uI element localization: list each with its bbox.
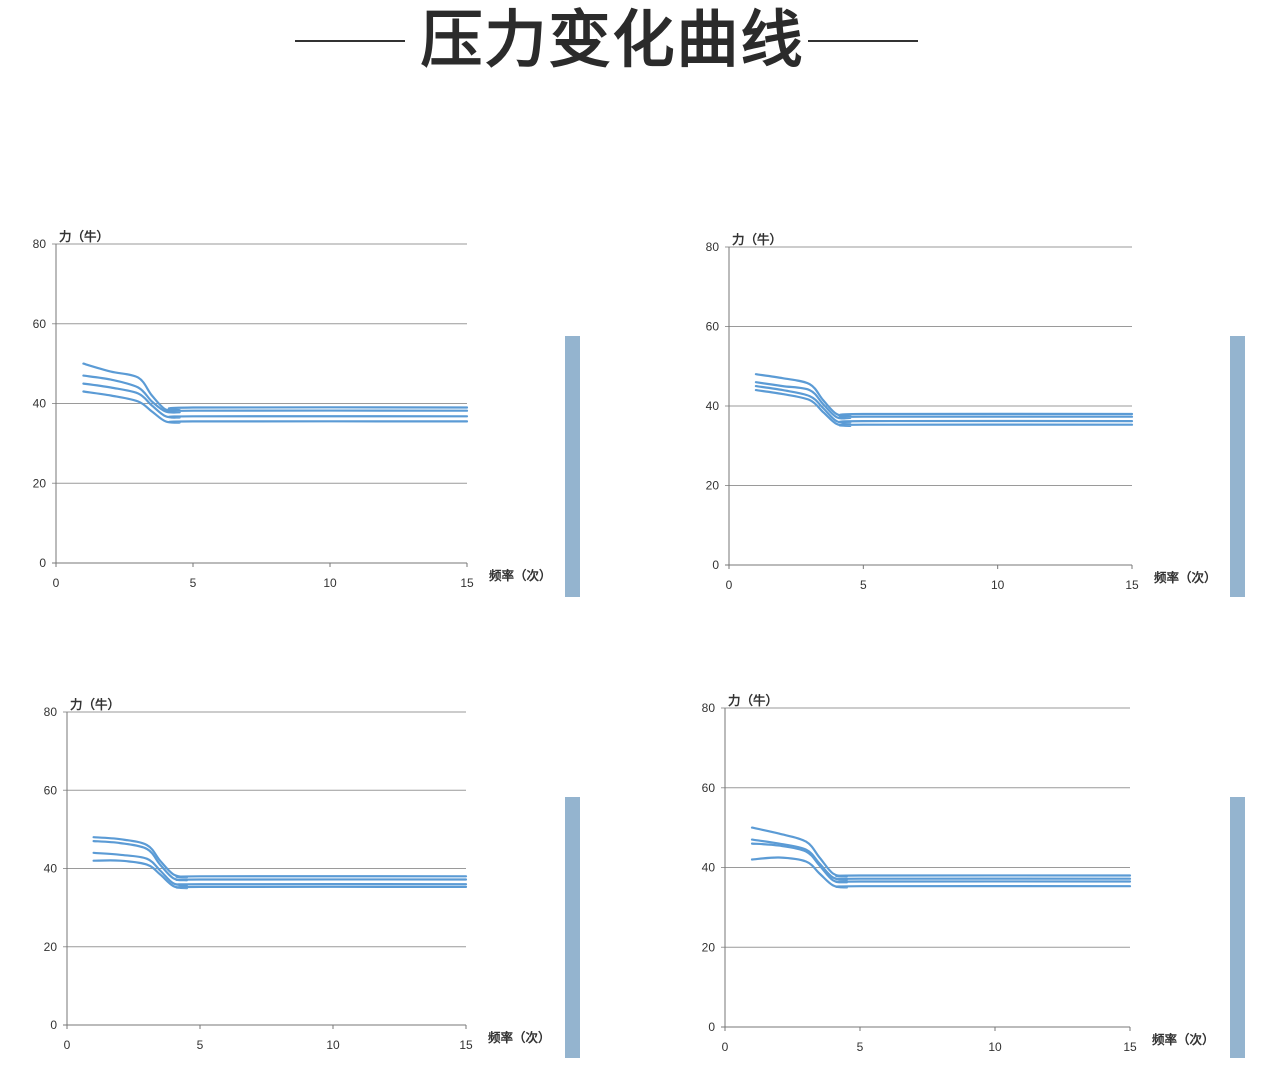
chart-4: 0 20 40 60 80 0 5 10 15 力（牛） 频率（次） — [702, 693, 1215, 1054]
y-tick-label: 0 — [39, 556, 46, 570]
side-bar-2 — [1230, 336, 1245, 597]
x-tick-label: 10 — [988, 1040, 1002, 1054]
x-tick-label: 0 — [64, 1038, 71, 1052]
y-tick-label: 80 — [44, 705, 58, 719]
x-axis-label: 频率（次） — [489, 568, 552, 583]
series-line-2 — [82, 374, 469, 414]
x-tick-label: 0 — [53, 576, 60, 590]
series-line-4 — [92, 859, 468, 890]
x-axis-label: 频率（次） — [488, 1030, 551, 1045]
y-tick-label: 40 — [706, 399, 720, 413]
y-tick-label: 40 — [44, 862, 58, 876]
chart-1: 0 20 40 60 80 0 5 10 15 力（牛） 频率（次） — [33, 229, 552, 590]
series-line-1 — [750, 826, 1132, 878]
chart-panel-3: 0 20 40 60 80 0 5 10 15 力（牛） 频率（次） — [0, 680, 600, 1070]
series-line-3 — [754, 385, 1134, 424]
x-tick-label: 15 — [1125, 578, 1139, 592]
chart-panel-2: 0 20 40 60 80 0 5 10 15 力（牛） 频率（次） — [665, 215, 1265, 605]
y-axis-label: 力（牛） — [732, 232, 782, 247]
y-tick-label: 0 — [712, 558, 719, 572]
y-tick-label: 60 — [706, 320, 720, 334]
y-tick-label: 80 — [706, 240, 720, 254]
y-tick-label: 20 — [33, 476, 47, 490]
y-tick-label: 20 — [706, 479, 720, 493]
x-tick-label: 10 — [323, 576, 337, 590]
x-tick-label: 15 — [1123, 1040, 1137, 1054]
series-line-2 — [92, 840, 468, 882]
chart-panel-1: 0 20 40 60 80 0 5 10 15 力（牛） 频率（次） — [0, 215, 600, 605]
series-line-3 — [750, 842, 1132, 884]
title-rule-right — [808, 40, 918, 42]
y-axis-label: 力（牛） — [70, 697, 120, 712]
x-tick-label: 5 — [857, 1040, 864, 1054]
x-tick-label: 5 — [190, 576, 197, 590]
page-title: 压力变化曲线 — [420, 3, 805, 76]
x-tick-label: 5 — [860, 578, 867, 592]
y-tick-label: 60 — [33, 317, 47, 331]
series-line-1 — [92, 836, 468, 879]
x-tick-label: 15 — [459, 1038, 473, 1052]
y-tick-label: 20 — [702, 940, 716, 954]
y-axis-label: 力（牛） — [59, 229, 109, 244]
x-tick-label: 0 — [722, 1040, 729, 1054]
chart-panel-4: 0 20 40 60 80 0 5 10 15 力（牛） 频率（次） — [665, 680, 1265, 1070]
y-tick-label: 60 — [44, 783, 58, 797]
y-tick-label: 40 — [702, 861, 716, 875]
y-tick-label: 80 — [33, 237, 47, 251]
y-tick-label: 40 — [33, 397, 47, 411]
side-bar-3 — [565, 797, 580, 1058]
x-axis-label: 频率（次） — [1152, 1032, 1215, 1047]
x-tick-label: 15 — [460, 576, 474, 590]
series-line-2 — [750, 838, 1132, 881]
x-tick-label: 0 — [726, 578, 733, 592]
series-line-1 — [82, 362, 469, 413]
y-tick-label: 60 — [702, 781, 716, 795]
series-line-4 — [750, 856, 1132, 889]
header: 压力变化曲线 — [0, 0, 1268, 90]
series-line-1 — [754, 373, 1134, 418]
chart-3: 0 20 40 60 80 0 5 10 15 力（牛） 频率（次） — [44, 697, 551, 1052]
x-tick-label: 10 — [326, 1038, 340, 1052]
y-tick-label: 0 — [708, 1020, 715, 1034]
series-line-4 — [82, 390, 469, 424]
x-tick-label: 5 — [197, 1038, 204, 1052]
series-line-4 — [754, 389, 1134, 428]
y-tick-label: 0 — [50, 1018, 57, 1032]
series-line-2 — [754, 381, 1134, 420]
y-tick-label: 80 — [702, 701, 716, 715]
chart-2: 0 20 40 60 80 0 5 10 15 力（牛） 频率（次） — [706, 232, 1217, 592]
side-bar-1 — [565, 336, 580, 597]
title-rule-left — [295, 40, 405, 42]
x-tick-label: 10 — [991, 578, 1005, 592]
y-tick-label: 20 — [44, 940, 58, 954]
side-bar-4 — [1230, 797, 1245, 1058]
x-axis-label: 频率（次） — [1154, 570, 1217, 585]
y-axis-label: 力（牛） — [728, 693, 778, 708]
series-line-3 — [92, 851, 468, 887]
series-line-3 — [82, 382, 469, 419]
